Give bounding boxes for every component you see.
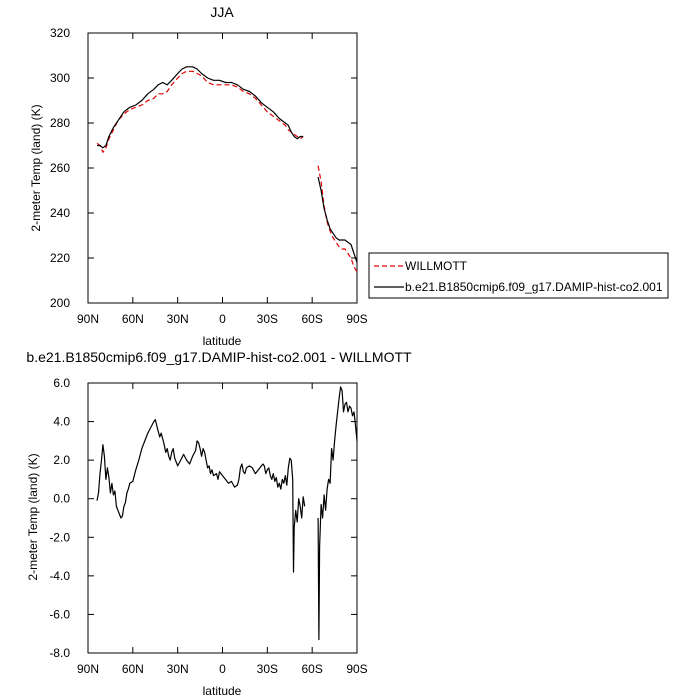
y-tick-label: 240: [50, 206, 70, 220]
difference-line: [96, 419, 306, 573]
y-tick-label: 220: [50, 251, 70, 265]
x-tick-label: 30N: [167, 312, 189, 326]
model-line: [317, 176, 358, 263]
x-axis-label-2: latitude: [203, 684, 242, 698]
y-tick-label: 0.0: [53, 492, 70, 506]
willmott-line: [317, 165, 358, 272]
difference-chart-title: b.e21.B1850cmip6.f09_g17.DAMIP-hist-co2.…: [26, 349, 412, 365]
y-axis-label: 2-meter Temp (land) (K): [29, 104, 43, 231]
x-tick-label: 60N: [122, 662, 144, 676]
y-tick-label: -4.0: [49, 569, 70, 583]
x-tick-label: 90N: [77, 662, 99, 676]
x-axis-label: latitude: [203, 334, 242, 348]
y-tick-label: 300: [50, 71, 70, 85]
difference-line: [317, 386, 358, 641]
y-tick-label: 2.0: [53, 453, 70, 467]
y-axis-label-2: 2-meter Temp (land) (K): [26, 453, 40, 580]
x-tick-label: 90S: [346, 312, 367, 326]
x-tick-label: 0: [219, 312, 226, 326]
legend: WILLMOTT b.e21.B1850cmip6.f09_g17.DAMIP-…: [368, 252, 669, 299]
plot-frame: [87, 382, 358, 654]
legend-label-willmott: WILLMOTT: [405, 259, 468, 273]
x-tick-label: 30N: [167, 662, 189, 676]
y-tick-label: 200: [50, 296, 70, 310]
y-tick-label: 280: [50, 116, 70, 130]
x-tick-label: 90S: [346, 662, 367, 676]
chart-title: JJA: [210, 4, 234, 20]
y-tick-label: 6.0: [53, 376, 70, 390]
legend-box: [368, 252, 669, 299]
difference-chart: b.e21.B1850cmip6.f09_g17.DAMIP-hist-co2.…: [26, 349, 412, 698]
x-tick-label: 0: [219, 662, 226, 676]
y-tick-label: 260: [50, 161, 70, 175]
x-tick-label: 30S: [257, 312, 278, 326]
x-tick-label: 30S: [257, 662, 278, 676]
x-tick-label: 90N: [77, 312, 99, 326]
plot-frame: [87, 32, 358, 304]
plot-area-2: 90N 60N 30N 0 30S 60S 90S 6.0 4.0 2.0 0.0 -2.0 -4.0 -…: [49, 376, 367, 676]
x-tick-label: 60N: [122, 312, 144, 326]
y-tick-label: 320: [50, 26, 70, 40]
y-tick-label: -8.0: [49, 646, 70, 660]
y-tick-label: -6.0: [49, 607, 70, 621]
willmott-line: [96, 70, 304, 153]
legend-label-model: b.e21.B1850cmip6.f09_g17.DAMIP-hist-co2.…: [405, 280, 663, 294]
y-tick-label: -2.0: [49, 530, 70, 544]
x-tick-label: 60S: [301, 662, 322, 676]
y-tick-label: 4.0: [53, 415, 70, 429]
plot-area: 90N 60N 30N 0 30S 60S 90S 200 220 240 260 280 300 320: [50, 26, 368, 326]
x-tick-label: 60S: [301, 312, 322, 326]
model-line: [97, 66, 304, 149]
temperature-chart: JJA latitude 2-meter Temp (land) (K) 90N…: [29, 4, 368, 348]
